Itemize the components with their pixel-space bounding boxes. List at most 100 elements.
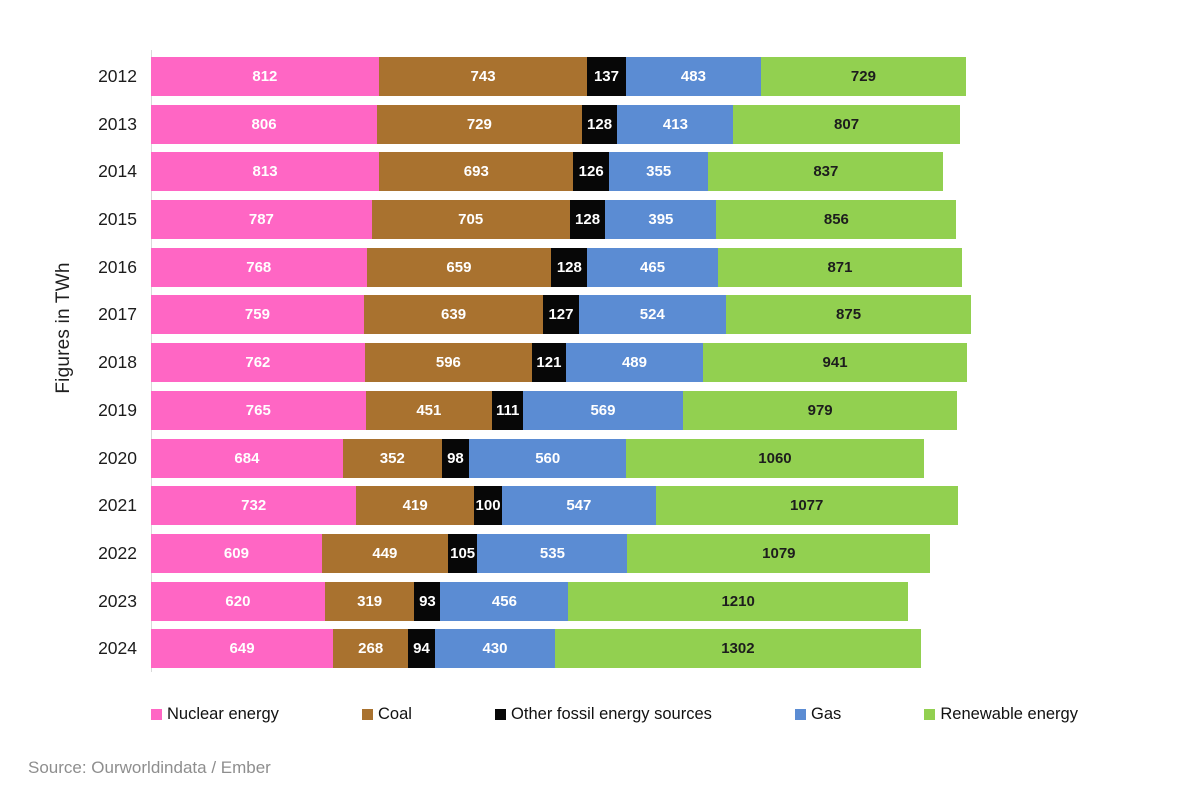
stacked-bar: 806 729 128 413 807 xyxy=(151,104,960,144)
bar-segment: 483 xyxy=(625,57,762,96)
bar-segment: 768 xyxy=(151,247,367,287)
bar-segment: 1302 xyxy=(555,629,921,669)
bar-segment: 762 xyxy=(151,343,365,383)
legend-label: Nuclear energy xyxy=(167,705,279,723)
stacked-bar: 787 705 128 395 856 xyxy=(151,200,957,240)
bar-segment: 489 xyxy=(565,343,704,383)
bar-segment: 569 xyxy=(523,390,683,430)
bar-segment: 319 xyxy=(324,581,415,621)
bar-segment: 465 xyxy=(587,247,718,287)
bar-segment: 560 xyxy=(469,438,627,478)
bar-segment: 98 xyxy=(441,438,470,478)
legend-label: Other fossil energy sources xyxy=(511,705,712,723)
bar-segment: 105 xyxy=(447,533,478,573)
year-label: 2021 xyxy=(98,495,137,516)
bar-segment: 94 xyxy=(408,629,435,669)
year-label: 2023 xyxy=(98,590,137,611)
legend-item: Gas xyxy=(795,705,841,724)
bar-row: 2012 812 743 137 483 729 xyxy=(11,57,1171,96)
bar-segment: 535 xyxy=(477,533,628,573)
bar-row: 2021 732 419 100 547 1077 xyxy=(11,486,1171,526)
bar-segment: 875 xyxy=(725,295,972,335)
bar-segment: 547 xyxy=(502,486,656,526)
bar-row: 2017 759 639 127 524 875 xyxy=(11,295,1171,335)
year-label: 2017 xyxy=(98,304,137,325)
bar-segment: 941 xyxy=(703,343,968,383)
bar-row: 2015 787 705 128 395 856 xyxy=(11,200,1171,240)
bar-segment: 352 xyxy=(342,438,442,478)
year-label: 2015 xyxy=(98,209,137,230)
year-label: 2024 xyxy=(98,638,137,659)
stacked-bar: 813 693 126 355 837 xyxy=(151,152,944,192)
bar-segment: 524 xyxy=(578,295,726,335)
bar-segment: 100 xyxy=(473,486,503,526)
bar-row: 2014 813 693 126 355 837 xyxy=(11,152,1171,192)
legend-item: Renewable energy xyxy=(924,705,1078,724)
legend-item: Coal xyxy=(362,705,412,724)
year-label: 2014 xyxy=(98,161,137,182)
bar-segment: 743 xyxy=(378,57,588,96)
year-label: 2022 xyxy=(98,542,137,563)
bar-segment: 729 xyxy=(761,57,966,96)
legend-label: Gas xyxy=(811,705,842,723)
bar-row: 2024 649 268 94 430 1302 xyxy=(11,629,1171,669)
stacked-bar: 649 268 94 430 1302 xyxy=(151,629,921,669)
plot-area: 2012 812 743 137 483 729 2013 806 729 128 413 807 20… xyxy=(11,57,1171,677)
legend-label: Renewable energy xyxy=(940,705,1078,723)
stacked-bar: 765 451 111 569 979 xyxy=(151,390,958,430)
bar-segment: 639 xyxy=(363,295,544,335)
source-note: Source: Ourworldindata / Ember xyxy=(28,758,271,777)
stacked-bar: 609 449 105 535 1079 xyxy=(151,533,931,573)
bar-segment: 137 xyxy=(587,57,626,96)
stacked-bar: 762 596 121 489 941 xyxy=(151,343,968,383)
bar-segment: 127 xyxy=(543,295,579,335)
legend-swatch-icon xyxy=(924,709,936,720)
bar-row: 2022 609 449 105 535 1079 xyxy=(11,533,1171,573)
bar-segment: 93 xyxy=(414,581,441,621)
bar-segment: 419 xyxy=(356,486,474,526)
bar-segment: 355 xyxy=(608,152,709,192)
bar-segment: 609 xyxy=(151,533,322,573)
stacked-bar: 759 639 127 524 875 xyxy=(151,295,972,335)
legend-swatch-icon xyxy=(151,709,162,720)
bar-segment: 1079 xyxy=(627,533,931,573)
bar-segment: 126 xyxy=(573,152,609,192)
bar-segment: 693 xyxy=(379,152,574,192)
bar-segment: 979 xyxy=(682,390,958,430)
bar-segment: 856 xyxy=(716,200,957,240)
bar-segment: 395 xyxy=(605,200,717,240)
bar-segment: 759 xyxy=(151,295,364,335)
bar-segment: 705 xyxy=(371,200,570,240)
bar-segment: 128 xyxy=(569,200,606,240)
year-label: 2019 xyxy=(98,399,137,420)
bar-segment: 806 xyxy=(151,104,378,144)
bar-segment: 596 xyxy=(364,343,532,383)
bar-row: 2019 765 451 111 569 979 xyxy=(11,390,1171,430)
bar-segment: 807 xyxy=(733,104,960,144)
bar-row: 2016 768 659 128 465 871 xyxy=(11,247,1171,287)
bar-row: 2023 620 319 93 456 1210 xyxy=(11,581,1171,621)
stacked-bar: 812 743 137 483 729 xyxy=(151,57,966,96)
bar-segment: 1210 xyxy=(568,581,908,621)
legend-item: Nuclear energy xyxy=(151,705,279,724)
bar-segment: 787 xyxy=(151,200,372,240)
bar-segment: 413 xyxy=(617,104,734,144)
bar-segment: 732 xyxy=(151,486,357,526)
bar-segment: 268 xyxy=(333,629,409,669)
legend-label: Coal xyxy=(378,705,412,723)
bar-segment: 620 xyxy=(151,581,325,621)
year-label: 2018 xyxy=(98,352,137,373)
bar-segment: 837 xyxy=(708,152,944,192)
legend-swatch-icon xyxy=(495,709,507,720)
bar-segment: 765 xyxy=(151,390,366,430)
legend-item: Other fossil energy sources xyxy=(495,705,712,724)
bar-segment: 659 xyxy=(366,247,552,287)
bar-segment: 813 xyxy=(151,152,380,192)
stacked-bar: 620 319 93 456 1210 xyxy=(151,581,908,621)
bar-segment: 128 xyxy=(581,104,618,144)
bar-segment: 451 xyxy=(365,390,493,430)
bar-segment: 1060 xyxy=(626,438,924,478)
bar-segment: 684 xyxy=(151,438,343,478)
bar-segment: 456 xyxy=(440,581,569,621)
